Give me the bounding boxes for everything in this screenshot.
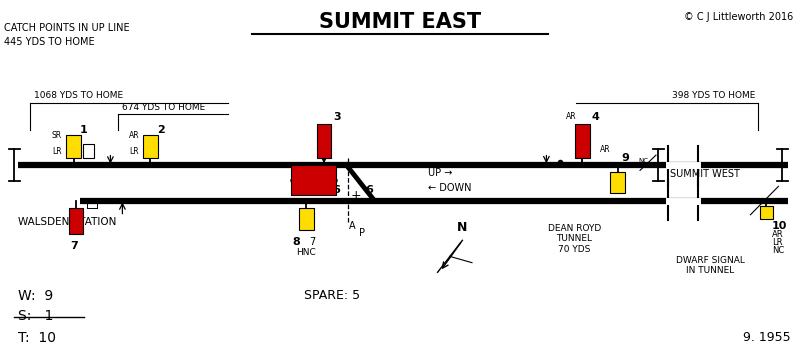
Text: TUNNEL: TUNNEL	[557, 234, 592, 243]
Text: LR: LR	[129, 147, 138, 156]
Text: SUMMIT WEST: SUMMIT WEST	[670, 169, 740, 179]
Text: 6: 6	[366, 185, 374, 195]
Text: 7: 7	[310, 237, 316, 247]
Text: P: P	[359, 228, 365, 237]
Text: 9: 9	[622, 153, 630, 163]
Text: 1068 YDS TO HOME: 1068 YDS TO HOME	[34, 91, 122, 100]
Text: 2: 2	[157, 125, 165, 135]
Text: S:   1: S: 1	[18, 309, 53, 323]
Text: SR: SR	[52, 131, 62, 140]
Text: WALSDEN STATION: WALSDEN STATION	[18, 217, 116, 226]
Text: ← DOWN: ← DOWN	[428, 183, 471, 193]
Text: SUMMIT EAST: SUMMIT EAST	[319, 12, 481, 32]
Text: 10: 10	[772, 221, 787, 231]
Text: T:  10: T: 10	[18, 331, 55, 345]
Text: AR: AR	[600, 146, 610, 154]
Text: UP →: UP →	[428, 168, 452, 178]
Bar	[66, 135, 81, 158]
Text: A: A	[349, 221, 355, 231]
Text: AR: AR	[772, 230, 784, 239]
Text: 445 YDS TO HOME: 445 YDS TO HOME	[4, 37, 94, 47]
Bar	[610, 172, 625, 193]
Text: © C J Littleworth 2016: © C J Littleworth 2016	[684, 12, 794, 22]
Text: LR: LR	[52, 147, 62, 156]
Text: LR: LR	[772, 238, 782, 247]
Text: DEAN ROYD: DEAN ROYD	[548, 224, 601, 233]
Text: W:  9: W: 9	[18, 289, 53, 303]
Text: 7: 7	[70, 241, 78, 251]
Text: 8: 8	[292, 237, 300, 247]
Text: NC: NC	[772, 246, 784, 255]
Text: 1: 1	[80, 125, 88, 135]
Text: 3: 3	[334, 113, 342, 122]
Text: IN TUNNEL: IN TUNNEL	[686, 266, 734, 275]
Text: 6: 6	[332, 185, 340, 195]
Bar	[83, 144, 94, 158]
Bar	[575, 124, 590, 158]
Text: NC: NC	[638, 158, 649, 164]
Text: N: N	[458, 221, 467, 234]
Text: 674 YDS TO HOME: 674 YDS TO HOME	[122, 103, 205, 112]
Bar	[143, 135, 158, 158]
Text: 398 YDS TO HOME: 398 YDS TO HOME	[672, 91, 755, 100]
Text: CATCH POINTS IN UP LINE: CATCH POINTS IN UP LINE	[4, 23, 130, 33]
Text: SPARE: 5: SPARE: 5	[304, 289, 360, 302]
Text: 70 YDS: 70 YDS	[558, 245, 590, 254]
Bar	[317, 124, 331, 158]
Text: HNC: HNC	[297, 248, 316, 257]
Bar	[299, 208, 314, 230]
Text: 9. 1955: 9. 1955	[742, 331, 790, 344]
Text: AR: AR	[129, 131, 139, 140]
Bar	[69, 208, 83, 234]
Text: DWARF SIGNAL: DWARF SIGNAL	[676, 256, 745, 264]
Text: AR: AR	[566, 112, 577, 121]
Text: 4: 4	[592, 113, 600, 122]
Bar	[291, 165, 336, 195]
Bar	[760, 206, 773, 219]
Text: +: +	[350, 189, 361, 202]
